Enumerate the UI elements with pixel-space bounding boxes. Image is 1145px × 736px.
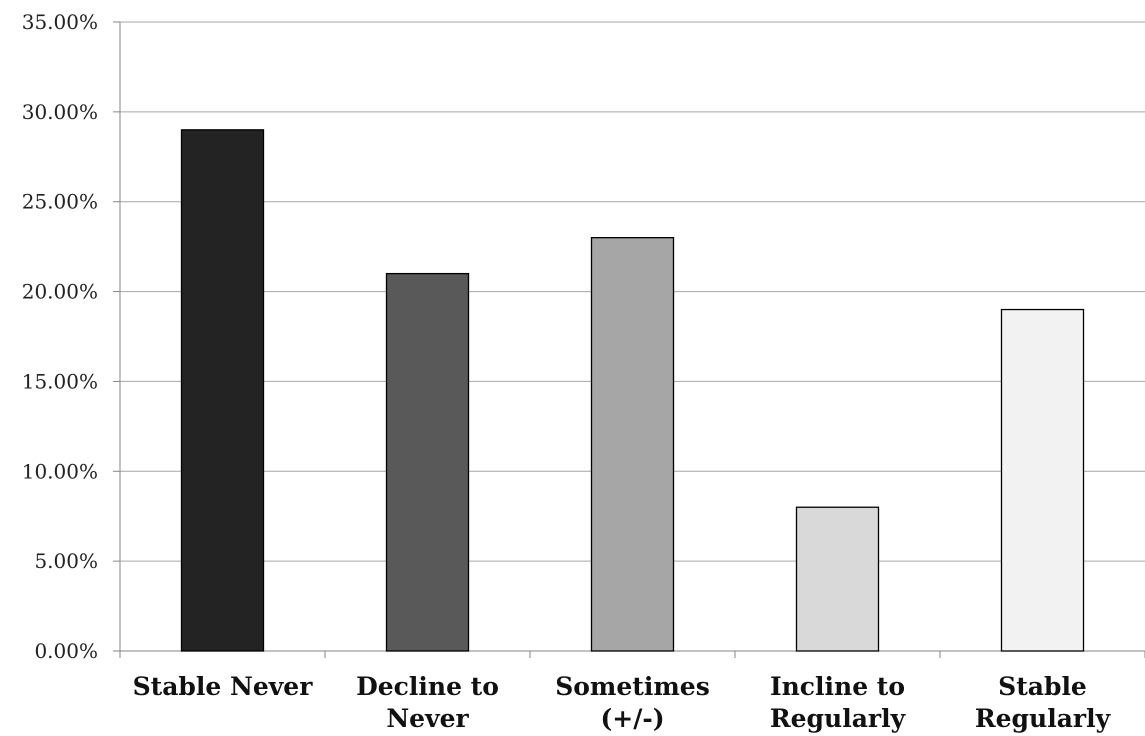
y-tick-label: 5.00% bbox=[34, 549, 98, 573]
x-category-label: Stable Never bbox=[133, 672, 314, 701]
y-tick-label: 10.00% bbox=[22, 459, 98, 483]
y-tick-label: 0.00% bbox=[34, 639, 98, 663]
y-tick-label: 15.00% bbox=[22, 369, 98, 393]
x-category-label: Decline to Never bbox=[356, 672, 499, 733]
bar bbox=[590, 237, 675, 652]
y-tick-label: 30.00% bbox=[22, 100, 98, 124]
x-category-label: Sometimes (+/-) bbox=[555, 672, 710, 733]
x-axis bbox=[119, 650, 1145, 658]
bars bbox=[180, 129, 1085, 652]
x-axis-labels: Stable Never Decline to Never Sometimes (+/-… bbox=[133, 672, 1112, 733]
y-tick-label: 35.00% bbox=[22, 10, 98, 34]
x-category-label: Stable Regularly bbox=[975, 672, 1112, 733]
bar bbox=[795, 506, 880, 652]
y-axis: 0.00% 5.00% 10.00% 15.00% 20.00% 25.00% 30.00%… bbox=[22, 10, 121, 663]
x-category-label: Incline to Regularly bbox=[770, 672, 907, 733]
bar bbox=[385, 272, 470, 652]
bar bbox=[1000, 308, 1085, 652]
y-tick-label: 20.00% bbox=[22, 280, 98, 304]
y-tick-label: 25.00% bbox=[22, 190, 98, 214]
bar bbox=[180, 129, 265, 652]
